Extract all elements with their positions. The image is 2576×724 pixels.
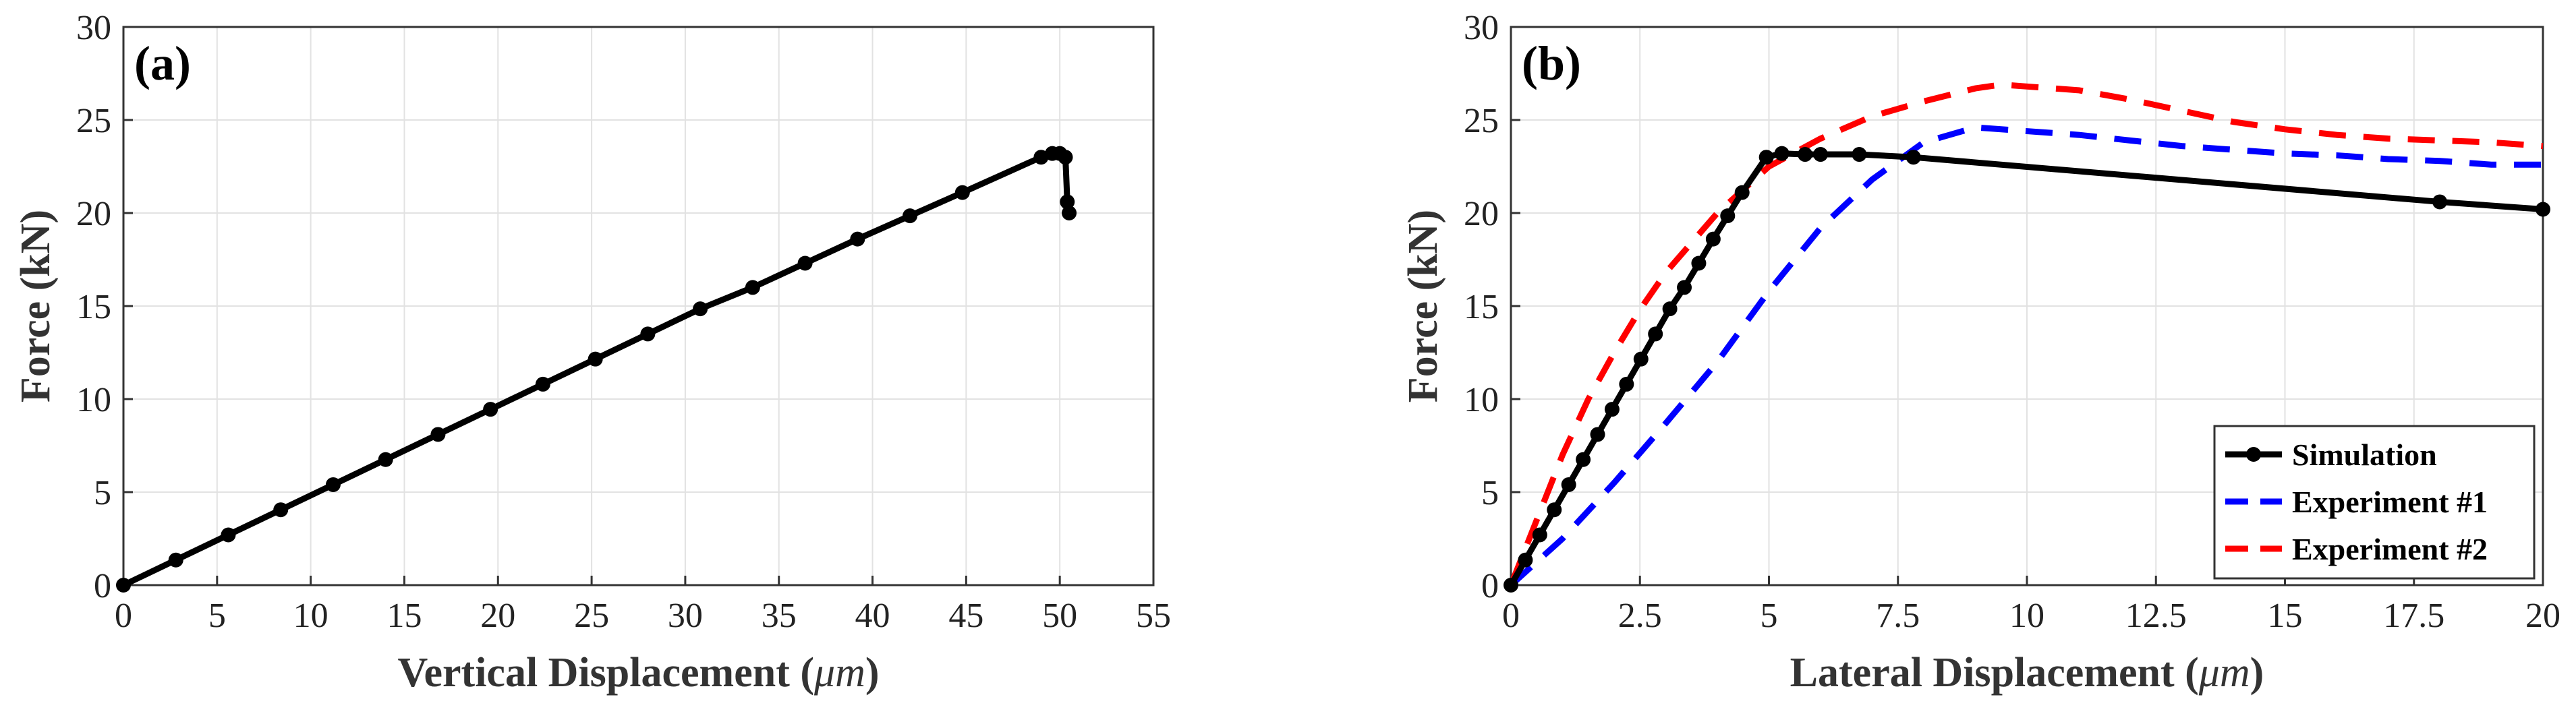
a-xtick-label-2: 10 <box>293 597 328 635</box>
b-ytick-label-2: 10 <box>1464 381 1499 419</box>
b-legend-marker-0 <box>2246 447 2261 462</box>
b-series-0-point-6 <box>1590 427 1605 442</box>
b-series-line-2 <box>1508 82 2544 586</box>
panel-a-chart: 0 5 10 15 20 25 30 35 40 45 50 55 0 5 10 15 20 25 30 Vertic… <box>13 9 1171 696</box>
a-series-0-point-17 <box>1033 150 1049 165</box>
a-series-0-point-11 <box>693 301 708 317</box>
b-series-0-point-24 <box>2536 202 2550 217</box>
b-legend-label-0: Simulation <box>2292 438 2437 472</box>
b-series-0-point-12 <box>1677 280 1692 295</box>
b-series-0-point-3 <box>1547 502 1562 518</box>
a-series-0-point-22 <box>1062 206 1077 220</box>
a-series-0-point-9 <box>588 351 603 367</box>
b-x-axis-label: Lateral Displacement (μm) <box>1790 650 2264 696</box>
a-ytick-label-6: 30 <box>76 9 111 47</box>
b-series-0-point-20 <box>1813 147 1828 162</box>
a-xtick-label-0: 0 <box>115 597 132 635</box>
b-ytick-label-5: 25 <box>1464 102 1499 140</box>
a-ytick-label-3: 15 <box>76 288 111 326</box>
b-series-0-point-15 <box>1720 208 1736 224</box>
b-series-0-point-2 <box>1532 527 1547 543</box>
a-series-0-point-4 <box>325 477 341 492</box>
b-series-0-point-1 <box>1518 552 1533 568</box>
b-series-0-point-9 <box>1633 351 1649 367</box>
b-series-0-point-10 <box>1648 326 1663 342</box>
a-series-0-point-8 <box>535 376 550 392</box>
a-series-0-point-20 <box>1058 150 1073 165</box>
b-series-0-point-22 <box>1906 150 1921 165</box>
a-series-0-point-0 <box>116 578 131 593</box>
a-panel-label: (a) <box>134 36 191 90</box>
b-ytick-label-3: 15 <box>1464 288 1499 326</box>
a-ytick-label-1: 5 <box>94 474 111 512</box>
b-panel-label: (b) <box>1522 36 1581 90</box>
a-series-0-point-13 <box>797 255 813 271</box>
b-ytick-label-0: 0 <box>1481 567 1499 605</box>
a-xtick-label-5: 25 <box>574 597 609 635</box>
a-series-0-point-12 <box>745 280 760 295</box>
b-xtick-label-2: 5 <box>1761 597 1778 635</box>
b-legend-label-2: Experiment #2 <box>2292 532 2488 566</box>
a-x-axis-label: Vertical Displacement (μm) <box>397 650 879 696</box>
a-series-0-point-15 <box>903 208 918 224</box>
b-xtick-label-7: 17.5 <box>2383 597 2444 635</box>
a-series-0-point-21 <box>1060 194 1075 210</box>
a-xtick-label-7: 35 <box>762 597 797 635</box>
b-xtick-label-3: 7.5 <box>1876 597 1920 635</box>
b-series-line-1 <box>1508 124 2543 588</box>
a-series-0-point-10 <box>640 326 656 342</box>
a-series-0-point-16 <box>954 185 970 200</box>
a-xtick-label-9: 45 <box>948 597 983 635</box>
a-xtick-label-3: 15 <box>387 597 422 635</box>
a-series-0-point-5 <box>378 452 393 467</box>
b-series-0-point-4 <box>1561 477 1576 492</box>
b-series-0-point-17 <box>1758 150 1774 165</box>
b-xtick-label-0: 0 <box>1502 597 1520 635</box>
a-xtick-label-8: 40 <box>855 597 890 635</box>
a-xtick-label-11: 55 <box>1136 597 1171 635</box>
b-xtick-label-8: 20 <box>2525 597 2560 635</box>
b-series-0-point-23 <box>2432 194 2447 210</box>
b-series-0-point-8 <box>1619 376 1634 392</box>
b-series-0-point-19 <box>1798 147 1813 162</box>
a-series-0-point-7 <box>483 402 498 417</box>
a-y-axis-label: Force (kN) <box>13 210 59 402</box>
b-legend-label-1: Experiment #1 <box>2292 485 2488 519</box>
a-series-line-0 <box>122 150 1072 589</box>
b-series-0-point-11 <box>1662 301 1678 317</box>
a-xtick-label-10: 50 <box>1042 597 1077 635</box>
b-series-0-point-13 <box>1691 255 1707 271</box>
b-ytick-label-4: 20 <box>1464 195 1499 233</box>
a-series-0-point-14 <box>850 231 865 247</box>
b-xtick-label-5: 12.5 <box>2125 597 2187 635</box>
a-ytick-label-2: 10 <box>76 381 111 419</box>
a-xtick-label-4: 20 <box>480 597 515 635</box>
panel-b-chart: 0 2.5 5 7.5 10 12.5 15 17.5 20 0 5 10 15 20 25 30 Latera… <box>1400 9 2560 696</box>
a-xtick-label-6: 30 <box>668 597 703 635</box>
b-xtick-label-4: 10 <box>2009 597 2044 635</box>
a-series-0-point-6 <box>430 427 446 442</box>
a-series-0-point-2 <box>221 527 236 543</box>
a-series-0-point-3 <box>273 502 289 518</box>
a-series-0-point-1 <box>168 552 183 568</box>
b-y-axis-label: Force (kN) <box>1400 210 1446 402</box>
a-ytick-label-0: 0 <box>94 567 111 605</box>
b-ytick-label-6: 30 <box>1464 9 1499 47</box>
b-ytick-label-1: 5 <box>1481 474 1499 512</box>
b-xtick-label-6: 15 <box>2268 597 2303 635</box>
a-ytick-label-5: 25 <box>76 102 111 140</box>
a-xtick-label-1: 5 <box>208 597 226 635</box>
a-ytick-label-4: 20 <box>76 195 111 233</box>
b-series-0-point-18 <box>1774 146 1790 161</box>
b-series-0-point-21 <box>1852 147 1867 162</box>
b-series-0-point-5 <box>1576 452 1591 467</box>
b-series-0-point-14 <box>1705 231 1721 247</box>
b-xtick-label-1: 2.5 <box>1618 597 1662 635</box>
b-series-0-point-0 <box>1504 578 1518 593</box>
b-series-0-point-16 <box>1734 185 1750 200</box>
b-series-0-point-7 <box>1604 402 1620 417</box>
